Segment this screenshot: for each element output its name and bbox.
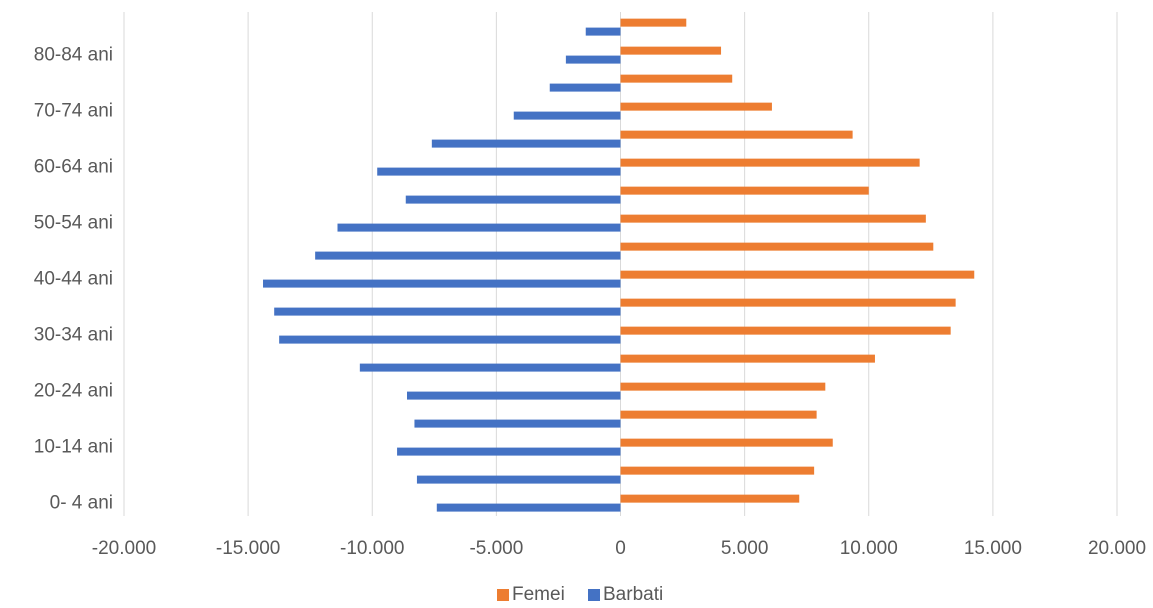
bar-barbati [549,83,621,92]
bar-barbati [431,139,621,148]
bar-femei [620,74,733,83]
bar-femei [620,438,833,447]
category-label: 40-44 ani [34,268,113,289]
category-label: 20-24 ani [34,380,113,401]
bar-femei [620,102,772,111]
bar-barbati [263,279,621,288]
category-label: 0- 4 ani [50,492,113,513]
category-label: 10-14 ani [34,436,113,457]
bar-femei [620,270,975,279]
bar-barbati [359,363,621,372]
bar-femei [620,158,920,167]
bar-barbati [436,503,621,512]
bar-femei [620,298,956,307]
category-label: 30-34 ani [34,324,113,345]
legend-swatch [497,589,509,601]
category-label: 80-84 ani [34,44,113,65]
bar-barbati [407,391,621,400]
bar-femei [620,46,722,55]
bar-barbati [279,335,621,344]
x-tick-label: 10.000 [840,538,898,559]
legend-swatch [588,589,600,601]
category-label: 60-64 ani [34,156,113,177]
x-tick-label: -20.000 [92,538,156,559]
bar-femei [620,130,853,139]
bar-femei [620,494,800,503]
bar-barbati [585,27,621,36]
bar-femei [620,326,951,335]
category-label: 70-74 ani [34,100,113,121]
bar-barbati [377,167,621,176]
bar-barbati [565,55,621,64]
bar-femei [620,18,687,27]
x-tick-label: -5.000 [469,538,523,559]
bar-femei [620,354,875,363]
x-tick-label: 15.000 [964,538,1022,559]
bar-femei [620,382,826,391]
bar-barbati [405,195,621,204]
bar-barbati [416,475,621,484]
x-tick-label: -10.000 [340,538,404,559]
x-tick-label: 0 [615,538,626,559]
bar-barbati [274,307,621,316]
x-tick-labels: -20.000 -15.000 -10.000 -5.000 0 5.000 10.000 1… [92,538,1146,559]
legend-label: Femei [512,584,565,605]
legend: Femei Barbati [497,584,663,605]
bars [263,18,975,512]
bar-barbati [414,419,621,428]
bar-barbati [337,223,621,232]
category-labels: 0- 4 ani 10-14 ani 20-24 ani 30-34 ani 40-44… [34,44,113,513]
x-tick-label: -15.000 [216,538,280,559]
bar-femei [620,242,934,251]
bar-femei [620,186,869,195]
x-tick-label: 20.000 [1088,538,1146,559]
bar-femei [620,466,815,475]
gridlines [123,12,1118,516]
bar-femei [620,410,817,419]
x-tick-label: 5.000 [721,538,769,559]
bar-femei [620,214,926,223]
bar-barbati [397,447,621,456]
legend-label: Barbati [603,584,663,605]
category-label: 50-54 ani [34,212,113,233]
bar-barbati [315,251,621,260]
bar-barbati [513,111,621,120]
